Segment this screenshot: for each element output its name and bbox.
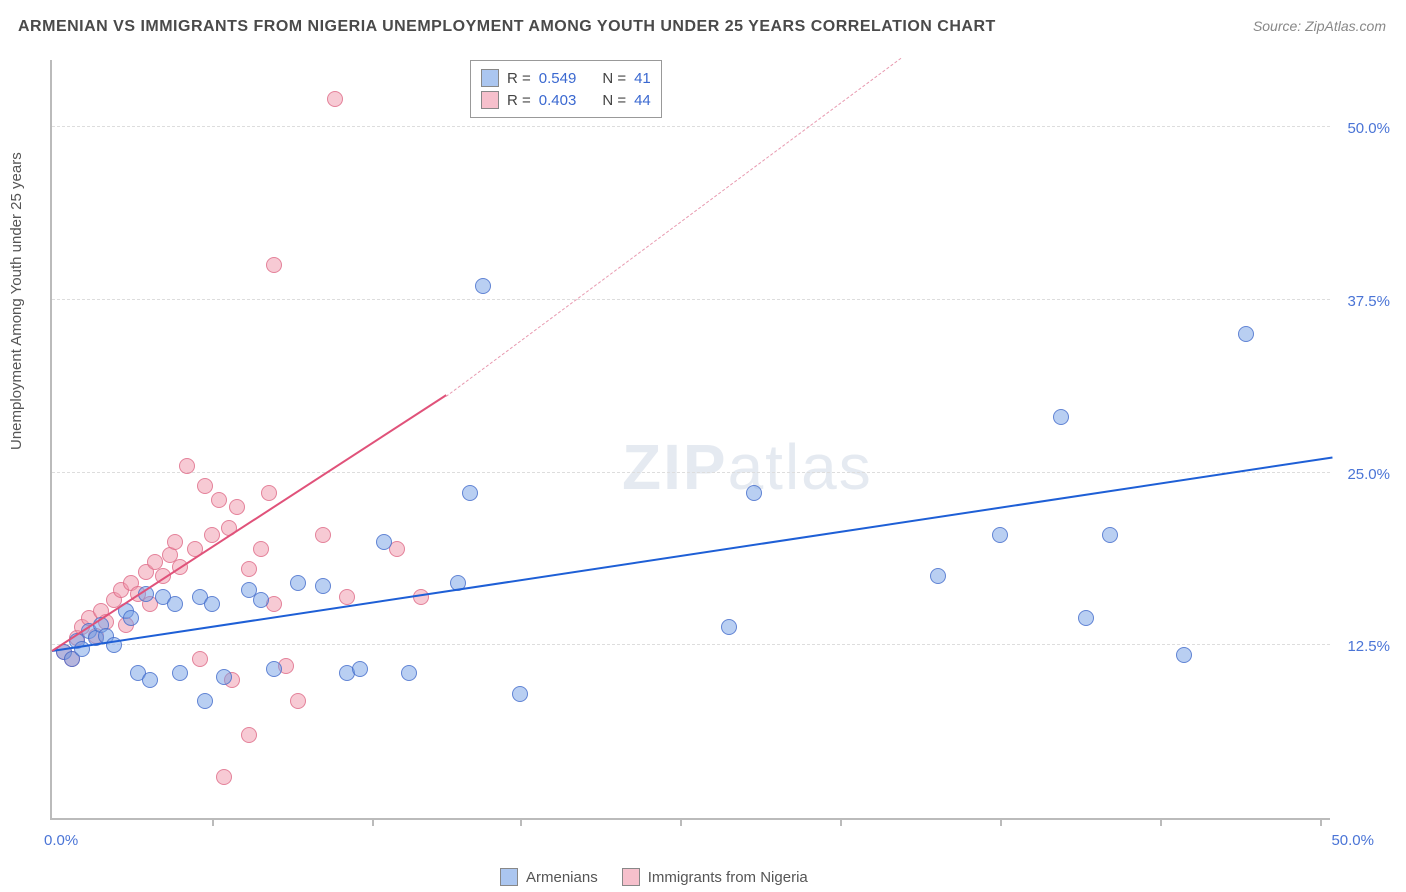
scatter-point-nigeria xyxy=(241,561,257,577)
legend-swatch-blue xyxy=(481,69,499,87)
scatter-point-nigeria xyxy=(241,727,257,743)
scatter-point-armenian xyxy=(204,596,220,612)
y-axis-title: Unemployment Among Youth under 25 years xyxy=(8,152,25,450)
n-label: N = xyxy=(602,92,626,109)
scatter-point-nigeria xyxy=(290,693,306,709)
stats-row: R = 0.549 N = 41 xyxy=(481,67,651,89)
scatter-point-nigeria xyxy=(192,651,208,667)
chart-title: ARMENIAN VS IMMIGRANTS FROM NIGERIA UNEM… xyxy=(18,18,996,36)
scatter-point-armenian xyxy=(266,661,282,677)
scatter-point-armenian xyxy=(167,596,183,612)
grid-line xyxy=(52,472,1330,473)
scatter-point-armenian xyxy=(401,665,417,681)
y-tick-label: 12.5% xyxy=(1347,638,1390,655)
legend-swatch-blue xyxy=(500,868,518,886)
scatter-point-armenian xyxy=(376,534,392,550)
n-value: 44 xyxy=(634,92,651,109)
x-tick xyxy=(1000,818,1002,826)
legend-swatch-pink xyxy=(622,868,640,886)
scatter-point-nigeria xyxy=(216,769,232,785)
scatter-point-nigeria xyxy=(261,485,277,501)
scatter-point-armenian xyxy=(746,485,762,501)
legend-item: Immigrants from Nigeria xyxy=(622,868,808,886)
legend-swatch-pink xyxy=(481,91,499,109)
x-tick xyxy=(372,818,374,826)
scatter-point-armenian xyxy=(290,575,306,591)
y-tick-label: 50.0% xyxy=(1347,120,1390,137)
trend-line-nigeria xyxy=(51,395,446,652)
x-axis-max-label: 50.0% xyxy=(1331,832,1374,849)
scatter-point-nigeria xyxy=(253,541,269,557)
series-legend: Armenians Immigrants from Nigeria xyxy=(500,868,808,886)
x-tick xyxy=(520,818,522,826)
y-tick-label: 37.5% xyxy=(1347,293,1390,310)
scatter-point-armenian xyxy=(930,568,946,584)
plot-area: ZIPatlas 12.5%25.0%37.5%50.0% xyxy=(50,60,1330,820)
legend-label: Armenians xyxy=(526,869,598,886)
scatter-point-armenian xyxy=(992,527,1008,543)
scatter-point-armenian xyxy=(1176,647,1192,663)
scatter-point-nigeria xyxy=(339,589,355,605)
scatter-point-armenian xyxy=(1053,409,1069,425)
scatter-point-nigeria xyxy=(167,534,183,550)
x-tick xyxy=(212,818,214,826)
scatter-point-armenian xyxy=(142,672,158,688)
n-label: N = xyxy=(602,70,626,87)
scatter-point-nigeria xyxy=(204,527,220,543)
grid-line xyxy=(52,644,1330,645)
r-label: R = xyxy=(507,92,531,109)
x-tick xyxy=(680,818,682,826)
scatter-point-armenian xyxy=(197,693,213,709)
scatter-point-nigeria xyxy=(197,478,213,494)
scatter-point-armenian xyxy=(475,278,491,294)
scatter-point-armenian xyxy=(172,665,188,681)
scatter-point-armenian xyxy=(253,592,269,608)
x-tick xyxy=(1160,818,1162,826)
r-value: 0.403 xyxy=(539,92,577,109)
trend-line-armenian xyxy=(52,457,1332,652)
y-tick-label: 25.0% xyxy=(1347,466,1390,483)
source-attribution: Source: ZipAtlas.com xyxy=(1253,18,1386,34)
grid-line xyxy=(52,126,1330,127)
scatter-point-armenian xyxy=(123,610,139,626)
scatter-point-nigeria xyxy=(315,527,331,543)
grid-line xyxy=(52,299,1330,300)
n-value: 41 xyxy=(634,70,651,87)
scatter-point-armenian xyxy=(462,485,478,501)
r-value: 0.549 xyxy=(539,70,577,87)
stats-row: R = 0.403 N = 44 xyxy=(481,89,651,111)
scatter-point-nigeria xyxy=(229,499,245,515)
scatter-point-armenian xyxy=(512,686,528,702)
scatter-point-armenian xyxy=(1078,610,1094,626)
scatter-point-armenian xyxy=(721,619,737,635)
scatter-point-armenian xyxy=(1238,326,1254,342)
x-tick xyxy=(1320,818,1322,826)
r-label: R = xyxy=(507,70,531,87)
scatter-point-armenian xyxy=(315,578,331,594)
scatter-point-armenian xyxy=(352,661,368,677)
x-tick xyxy=(840,818,842,826)
scatter-point-nigeria xyxy=(327,91,343,107)
legend-item: Armenians xyxy=(500,868,598,886)
legend-label: Immigrants from Nigeria xyxy=(648,869,808,886)
scatter-point-armenian xyxy=(1102,527,1118,543)
scatter-point-nigeria xyxy=(266,257,282,273)
correlation-stats-box: R = 0.549 N = 41 R = 0.403 N = 44 xyxy=(470,60,662,118)
scatter-point-nigeria xyxy=(211,492,227,508)
x-axis-min-label: 0.0% xyxy=(44,832,78,849)
scatter-point-nigeria xyxy=(179,458,195,474)
scatter-point-armenian xyxy=(216,669,232,685)
